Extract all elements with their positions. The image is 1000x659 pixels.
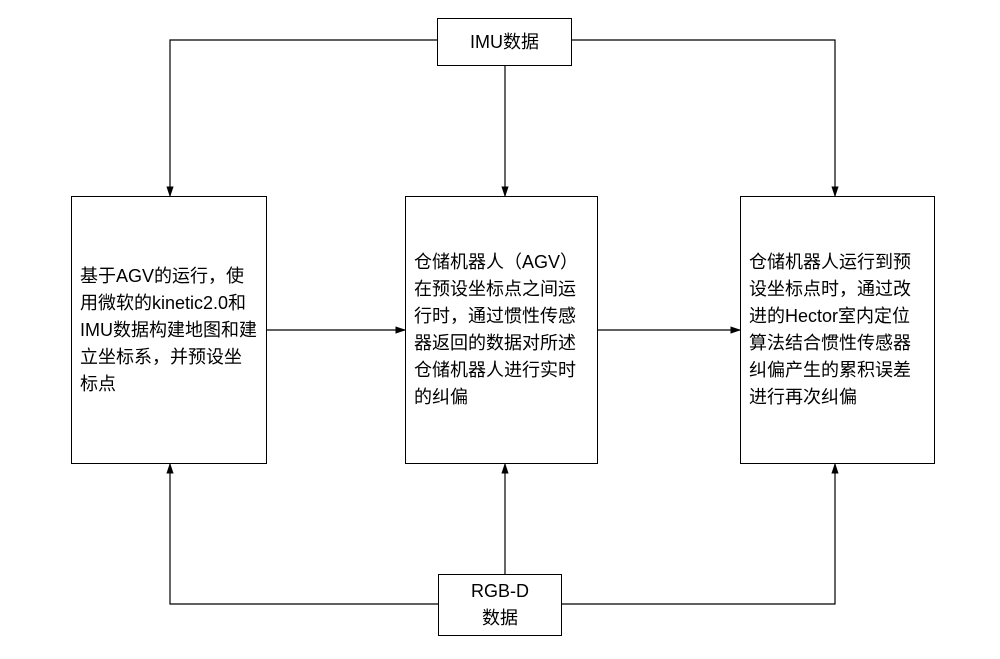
mid-step-label: 仓储机器人（AGV）在预设坐标点之间运行时，通过惯性传感器返回的数据对所述仓储机… — [414, 249, 589, 411]
left-step-label: 基于AGV的运行，使用微软的kinetic2.0和IMU数据构建地图和建立坐标系… — [80, 263, 258, 398]
rgbd-node: RGB-D 数据 — [438, 574, 562, 636]
edge — [170, 464, 438, 604]
left-step-node: 基于AGV的运行，使用微软的kinetic2.0和IMU数据构建地图和建立坐标系… — [71, 196, 267, 464]
right-step-node: 仓储机器人运行到预设坐标点时，通过改进的Hector室内定位算法结合惯性传感器纠… — [740, 196, 935, 464]
mid-step-node: 仓储机器人（AGV）在预设坐标点之间运行时，通过惯性传感器返回的数据对所述仓储机… — [405, 196, 598, 464]
rgbd-label: RGB-D 数据 — [471, 578, 529, 632]
imu-label: IMU数据 — [470, 29, 539, 56]
edge — [562, 464, 835, 604]
right-step-label: 仓储机器人运行到预设坐标点时，通过改进的Hector室内定位算法结合惯性传感器纠… — [749, 249, 926, 411]
edge — [170, 40, 437, 196]
edge — [572, 40, 835, 196]
imu-node: IMU数据 — [437, 18, 572, 66]
